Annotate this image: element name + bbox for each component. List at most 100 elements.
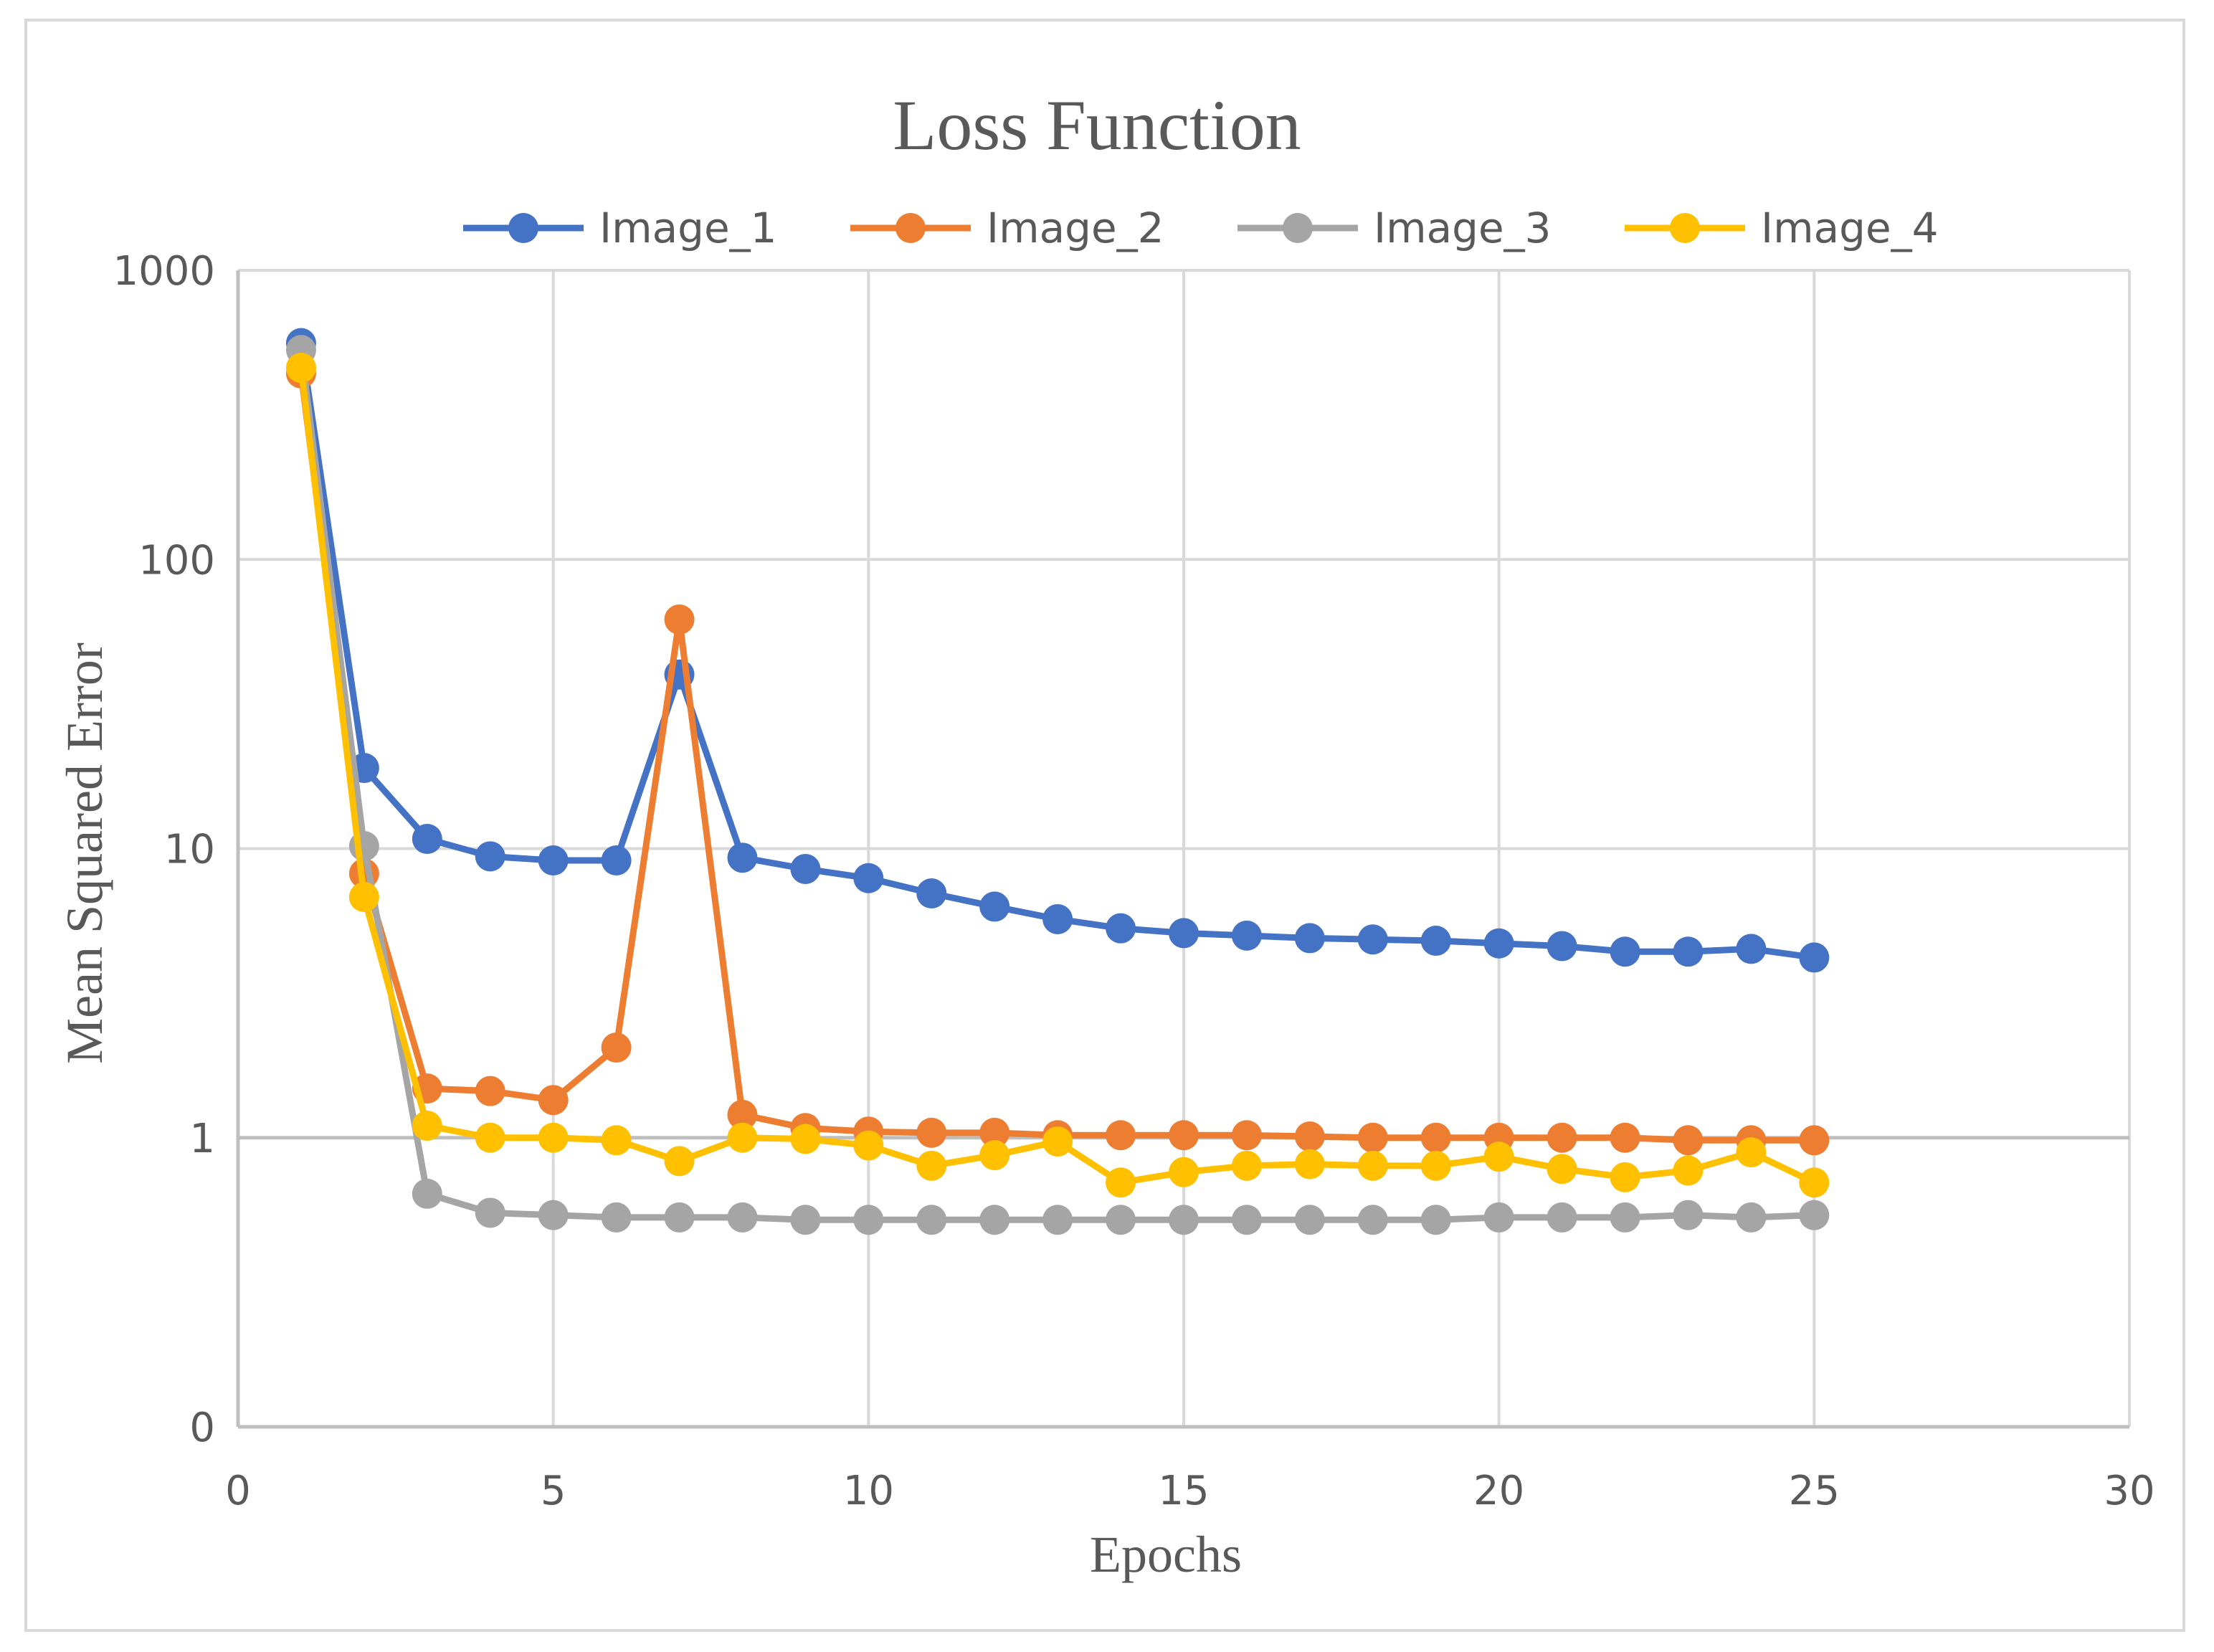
data-point [1294,923,1325,954]
data-point [979,1205,1010,1235]
data-point [538,1200,569,1230]
data-point [601,845,632,876]
data-point [1042,903,1073,934]
x-tick-label: 0 [225,1468,251,1514]
data-point [1294,1121,1325,1152]
data-point [853,863,884,893]
data-point [1736,934,1767,964]
data-point [475,1197,505,1228]
data-point [1610,936,1640,967]
series-Image_4 [285,352,1830,1198]
data-point [1169,1157,1199,1187]
data-point [664,604,695,635]
y-tick-label: 1 [189,1116,215,1162]
data-point [790,1205,821,1235]
legend-item: Image_1 [463,204,777,252]
data-point [1169,918,1199,949]
data-point [1357,924,1388,955]
series-line [298,373,1815,1144]
data-point [1547,1154,1577,1185]
data-point [916,1205,947,1235]
data-point [979,1140,1010,1171]
data-point [727,1122,758,1153]
legend-label: Image_4 [1761,204,1939,252]
chart-title: Loss Function [893,85,1301,165]
data-point [1106,1167,1136,1198]
data-point [1420,1150,1451,1181]
data-point [1799,1167,1830,1198]
data-point [1106,913,1136,944]
data-point [1673,936,1704,967]
data-point [1736,1202,1767,1233]
legend-label: Image_3 [1374,204,1552,252]
x-tick-label: 30 [2104,1468,2154,1514]
legend-label: Image_2 [987,204,1164,252]
series-layer [285,328,1830,1235]
data-point [1169,1120,1199,1151]
data-point [1547,1202,1577,1233]
data-point [412,1178,442,1209]
data-point [727,842,758,873]
data-point [475,841,505,872]
data-point [916,1150,947,1181]
data-point [1483,1141,1514,1172]
legend-label: Image_1 [599,204,777,252]
data-point [1610,1122,1640,1153]
data-point [601,1125,632,1156]
data-point [853,1205,884,1235]
data-point [1231,1150,1262,1181]
legend-item: Image_2 [850,204,1164,252]
data-point [1799,1200,1830,1230]
x-tick-label: 25 [1789,1468,1840,1514]
data-point [979,1117,1010,1148]
data-point [1610,1162,1640,1192]
data-point [538,1122,569,1153]
x-tick-label: 15 [1158,1468,1209,1514]
data-point [727,1099,758,1130]
data-point [1799,1125,1830,1156]
series-line [298,367,1816,1186]
data-point [1294,1149,1325,1179]
data-point [1420,1122,1451,1153]
x-tick-label: 20 [1473,1468,1524,1514]
data-point [1483,1202,1514,1233]
data-point [916,1117,947,1148]
data-point [853,1130,884,1161]
x-tick-label: 10 [843,1468,894,1514]
data-point [1357,1122,1388,1153]
chart-frame: Loss Function Image_1 Image_2 Image_3 Image… [24,19,2185,1632]
x-axis-title: Epochs [1090,1526,1242,1583]
data-point [727,1202,758,1233]
gridlines [238,269,2131,1427]
legend-item: Image_4 [1625,204,1939,252]
data-point [1042,1126,1073,1157]
data-point [412,1111,442,1141]
data-point [538,1085,569,1116]
legend-swatch-marker [895,213,926,243]
data-point [1420,1205,1451,1235]
data-point [1357,1205,1388,1235]
data-point [664,1146,695,1177]
legend-item: Image_3 [1237,204,1552,252]
data-point [348,882,379,913]
x-tick-labels: 0 5 10 15 20 25 30 [225,1468,2154,1514]
data-point [1483,928,1514,959]
data-point [285,352,316,383]
data-point [1231,920,1262,951]
series-Image_1 [285,328,1830,973]
data-point [1547,1122,1577,1153]
legend-swatch-marker [508,213,538,243]
series-Image_3 [285,335,1830,1235]
data-point [664,1202,695,1233]
data-point [1357,1150,1388,1181]
data-point [601,1032,632,1063]
loss-chart: Loss Function Image_1 Image_2 Image_3 Image… [56,85,2155,1583]
y-axis-title: Mean Squared Error [56,642,113,1064]
data-point [1736,1137,1767,1168]
y-tick-label: 0 [189,1405,215,1451]
data-point [1294,1205,1325,1235]
data-point [1106,1120,1136,1151]
data-point [916,878,947,908]
y-tick-label: 100 [138,537,215,584]
legend-swatch-marker [1670,213,1700,243]
